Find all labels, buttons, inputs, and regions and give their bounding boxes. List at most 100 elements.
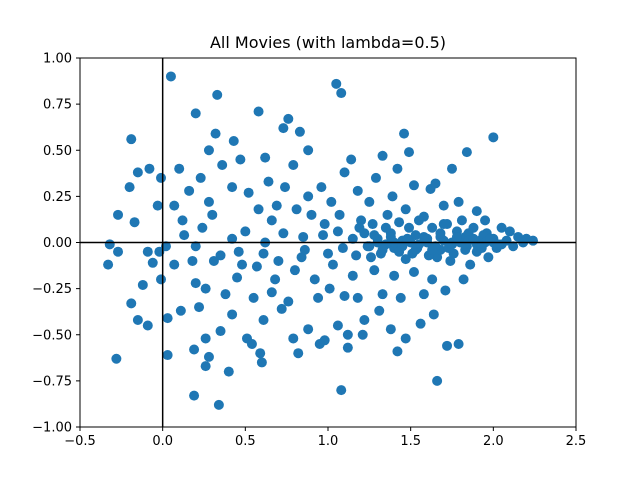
data-point <box>418 231 429 242</box>
x-tick-label: 2.0 <box>483 434 504 449</box>
data-point <box>347 233 358 244</box>
data-point <box>289 265 300 276</box>
data-point <box>465 259 476 270</box>
data-point <box>508 241 519 252</box>
data-point <box>430 178 441 189</box>
data-point <box>528 235 539 246</box>
data-point <box>347 270 358 281</box>
data-point <box>280 182 291 193</box>
data-point <box>200 333 211 344</box>
data-point <box>174 163 185 174</box>
data-point <box>190 241 201 252</box>
y-tick-label: 0.75 <box>43 98 72 113</box>
data-point <box>175 305 186 316</box>
data-point <box>299 244 310 255</box>
data-point <box>392 346 403 357</box>
data-point <box>291 204 302 215</box>
data-point <box>197 222 208 233</box>
data-point <box>316 182 327 193</box>
data-point <box>246 338 257 349</box>
x-tick-label: 0.5 <box>235 434 256 449</box>
data-point <box>303 324 314 335</box>
data-point <box>458 274 469 285</box>
data-point <box>217 160 228 171</box>
data-point <box>195 172 206 183</box>
data-point <box>364 196 375 207</box>
data-point <box>220 289 231 300</box>
data-point <box>453 338 464 349</box>
data-point <box>442 340 453 351</box>
data-point <box>303 145 314 156</box>
data-point <box>394 217 405 228</box>
data-point <box>278 228 289 239</box>
data-point <box>451 231 462 242</box>
data-point <box>339 291 350 301</box>
x-tick-label: −0.5 <box>64 434 96 449</box>
data-point <box>270 274 281 285</box>
data-point <box>283 113 294 124</box>
data-point <box>314 338 325 349</box>
y-tick-label: 0.25 <box>43 190 72 205</box>
data-point <box>240 226 251 237</box>
data-point <box>468 233 479 244</box>
y-tick-label: 0.50 <box>43 144 72 159</box>
data-point <box>233 246 244 257</box>
data-point <box>480 215 491 226</box>
data-point <box>283 296 294 307</box>
data-point <box>208 255 219 266</box>
data-point <box>263 176 274 187</box>
data-point <box>352 292 363 303</box>
data-point <box>227 182 238 193</box>
data-point <box>187 255 198 266</box>
data-point <box>147 257 158 268</box>
data-point <box>324 283 335 294</box>
data-point <box>438 219 449 230</box>
data-point <box>160 241 171 252</box>
data-point <box>126 298 137 309</box>
data-point <box>288 160 299 171</box>
data-point <box>137 279 148 290</box>
data-point <box>189 344 200 355</box>
data-point <box>370 172 381 183</box>
data-point <box>359 314 370 325</box>
data-point <box>132 314 143 325</box>
data-point <box>228 136 239 147</box>
data-point <box>504 226 515 237</box>
data-point <box>408 180 419 191</box>
data-point <box>496 222 507 233</box>
data-point <box>179 230 190 241</box>
data-point <box>392 163 403 174</box>
data-points <box>103 71 539 410</box>
data-point <box>395 292 406 303</box>
data-point <box>276 303 287 314</box>
data-point <box>258 314 269 325</box>
data-point <box>342 329 353 340</box>
data-point <box>461 147 472 158</box>
data-point <box>369 265 380 276</box>
data-point <box>190 108 201 119</box>
data-point <box>215 250 226 261</box>
x-tick-label: 2.5 <box>566 434 587 449</box>
data-point <box>339 167 350 178</box>
data-point <box>440 285 451 296</box>
y-tick-label: −0.75 <box>32 374 72 389</box>
data-point <box>377 244 388 255</box>
data-point <box>190 278 201 289</box>
data-point <box>248 292 259 303</box>
data-point <box>124 182 135 193</box>
data-point <box>104 239 115 250</box>
data-point <box>215 326 226 337</box>
data-point <box>334 209 345 220</box>
data-point <box>483 252 494 263</box>
data-point <box>306 209 317 220</box>
data-point <box>210 128 221 139</box>
data-point <box>273 255 284 266</box>
data-point <box>453 196 464 207</box>
data-point <box>374 305 385 316</box>
data-point <box>432 375 443 386</box>
data-point <box>377 150 388 161</box>
data-point <box>488 132 499 143</box>
data-point <box>410 230 421 241</box>
data-point <box>189 390 200 401</box>
data-point <box>162 350 173 361</box>
